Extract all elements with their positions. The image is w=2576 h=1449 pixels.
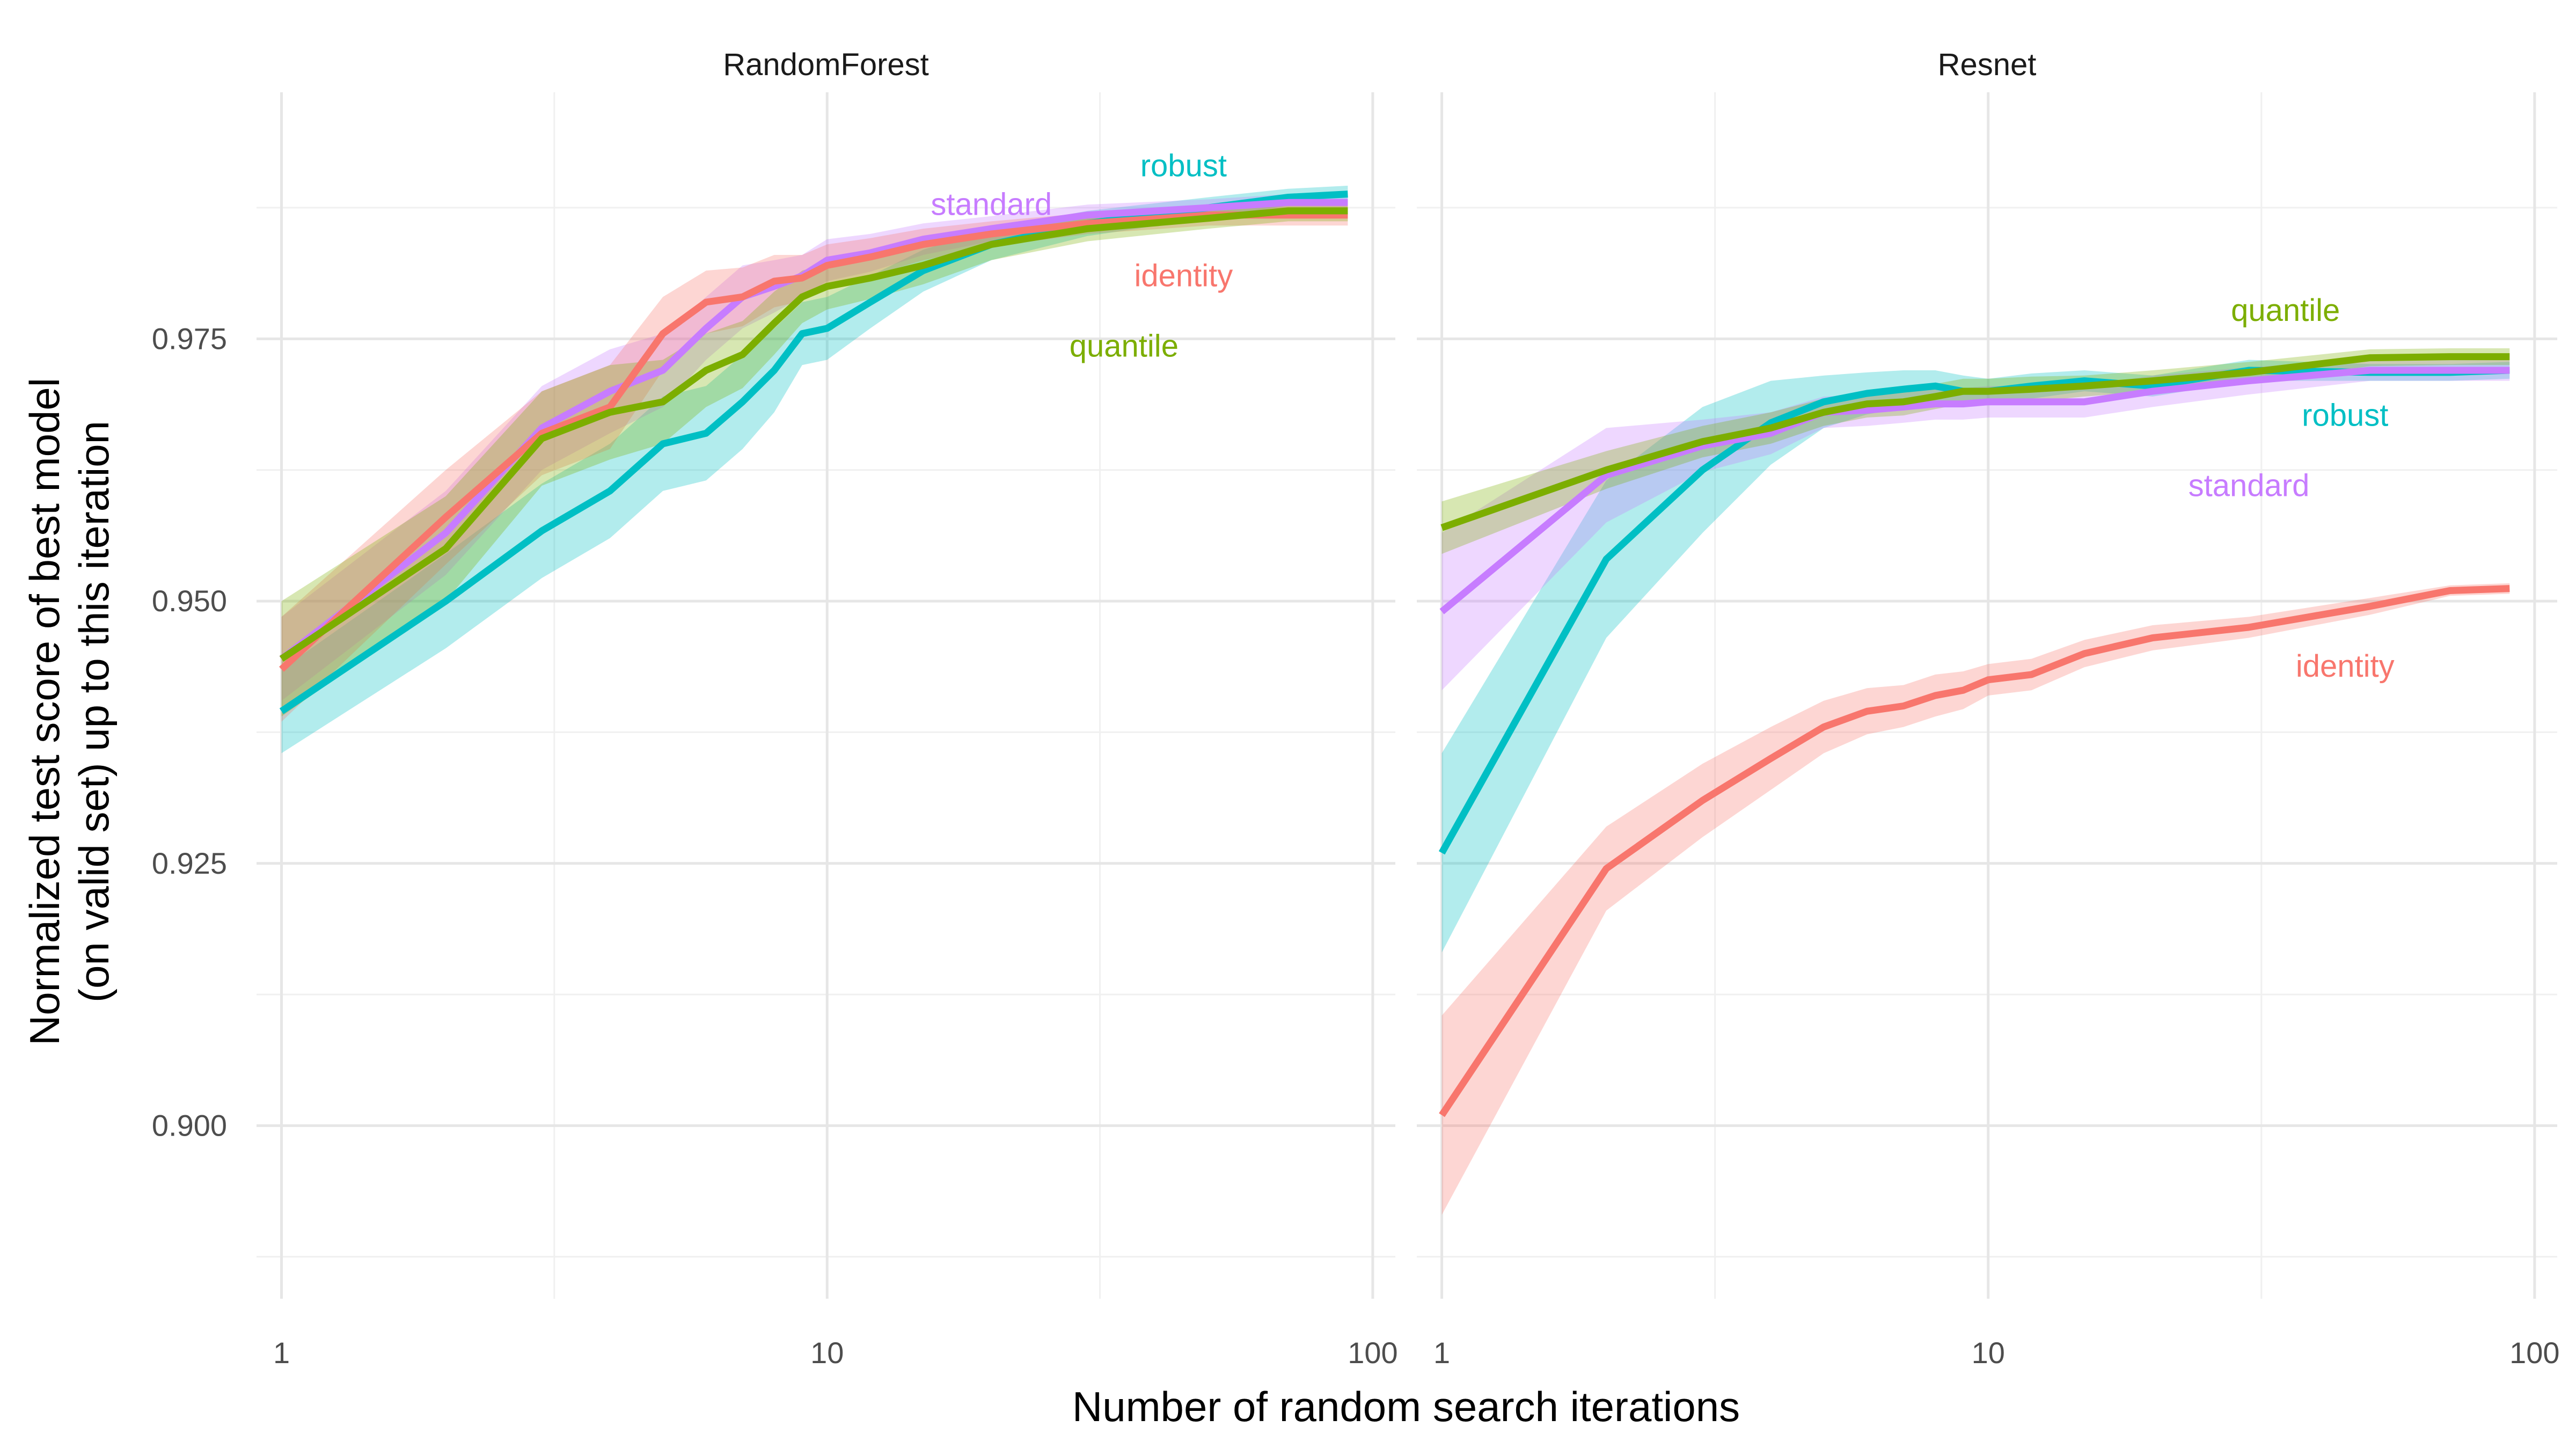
- series-label-robust: robust: [2302, 398, 2388, 433]
- series-label-quantile: quantile: [2231, 293, 2340, 328]
- x-tick-label: 100: [1348, 1336, 1397, 1370]
- panel-title: RandomForest: [723, 47, 929, 82]
- x-tick-label: 1: [273, 1336, 290, 1370]
- y-axis-title-line: (on valid set) up to this iteration: [70, 421, 118, 1002]
- series-label-standard: standard: [2189, 469, 2310, 503]
- y-tick-label: 0.900: [152, 1108, 227, 1142]
- ci-band-quantile: [281, 200, 1348, 717]
- series-line-identity: [1439, 585, 2510, 1117]
- series-label-identity: identity: [2296, 649, 2395, 684]
- x-tick-label: 10: [1972, 1336, 2005, 1370]
- y-tick-label: 0.975: [152, 321, 227, 355]
- series-label-standard: standard: [931, 187, 1052, 222]
- x-tick-label: 100: [2509, 1336, 2559, 1370]
- series-line-quantile: [279, 207, 1348, 662]
- series-line-standard: [1439, 367, 2510, 614]
- series-label-identity: identity: [1134, 259, 1233, 294]
- series-line-quantile: [1440, 353, 2510, 531]
- series-label-quantile: quantile: [1070, 329, 1179, 364]
- y-tick-label: 0.950: [152, 584, 227, 618]
- y-tick-label: 0.925: [152, 846, 227, 880]
- ci-band-robust: [1441, 360, 2510, 953]
- y-axis-title-line: Normalized test score of best model: [21, 378, 68, 1045]
- x-tick-label: 10: [810, 1336, 844, 1370]
- x-tick-label: 1: [1433, 1336, 1450, 1370]
- ci-band-identity: [281, 204, 1348, 722]
- series-label-robust: robust: [1140, 148, 1227, 183]
- ci-band-standard: [281, 194, 1348, 701]
- series-line-identity: [279, 211, 1348, 672]
- x-axis-title: Number of random search iterations: [1072, 1383, 1740, 1430]
- panel-title: Resnet: [1938, 47, 2037, 82]
